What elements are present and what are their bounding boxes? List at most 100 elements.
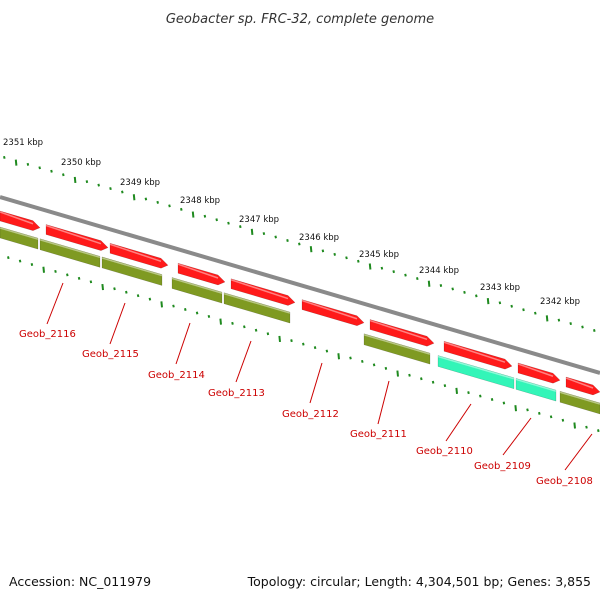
- kbp-label: 2347 kbp: [239, 215, 279, 225]
- minor-tick: [97, 183, 100, 187]
- gene-highlight: [45, 224, 102, 245]
- minor-tick: [227, 221, 230, 225]
- minor-tick: [30, 263, 34, 267]
- major-tick: [309, 246, 313, 253]
- accession-text: Accession: NC_011979: [9, 574, 151, 589]
- minor-tick: [321, 249, 325, 253]
- minor-tick: [50, 169, 53, 173]
- reverse-gene: [363, 333, 431, 365]
- gene-highlight: [230, 279, 289, 300]
- minor-tick: [502, 401, 506, 405]
- gene-highlight: [443, 341, 506, 363]
- minor-tick: [431, 380, 435, 384]
- kbp-scale-labels: 2351 kbp 2350 kbp 2349 kbp 2348 kbp 2347 kbp…: [3, 138, 580, 307]
- major-tick: [73, 176, 77, 184]
- major-tick: [396, 370, 399, 377]
- minor-tick: [66, 273, 69, 277]
- kbp-label: 2342 kbp: [540, 297, 580, 307]
- minor-tick: [254, 328, 258, 332]
- kbp-label: 2344 kbp: [419, 266, 459, 276]
- gene-highlight: [559, 391, 600, 405]
- reverse-gene: [171, 277, 223, 304]
- minor-tick: [443, 384, 447, 388]
- minor-tick: [3, 155, 6, 159]
- kbp-label: 2351 kbp: [3, 138, 43, 148]
- gene-label: Geob_2111: [350, 429, 407, 440]
- minor-tick: [557, 318, 561, 322]
- minor-tick: [243, 325, 246, 329]
- leader-line: [502, 417, 532, 456]
- minor-tick: [231, 321, 234, 325]
- leader-line: [109, 302, 126, 345]
- minor-tick: [345, 256, 348, 260]
- minor-tick: [420, 377, 423, 381]
- minor-tick: [392, 270, 395, 274]
- minor-tick: [26, 162, 30, 166]
- major-tick: [455, 387, 458, 394]
- minor-tick: [498, 301, 502, 305]
- leader-line: [377, 380, 390, 425]
- major-tick: [219, 318, 222, 325]
- minor-tick: [144, 197, 148, 201]
- reverse-strand-genes: [0, 226, 600, 415]
- minor-tick: [490, 398, 494, 401]
- minor-tick: [184, 308, 187, 312]
- kbp-label: 2346 kbp: [299, 233, 339, 243]
- gene-highlight: [437, 355, 515, 380]
- minor-tick: [274, 235, 277, 239]
- major-tick: [486, 297, 490, 305]
- minor-tick: [534, 311, 537, 315]
- minor-tick: [168, 204, 171, 208]
- reverse-gene: [223, 292, 291, 324]
- minor-tick: [561, 418, 565, 422]
- major-tick: [514, 405, 517, 412]
- minor-tick: [7, 256, 10, 260]
- major-tick: [42, 266, 45, 273]
- minor-tick: [522, 308, 525, 312]
- minor-tick: [384, 366, 388, 370]
- minor-tick: [54, 269, 57, 273]
- minor-tick: [38, 166, 41, 170]
- gene-label: Geob_2114: [148, 370, 205, 381]
- major-tick: [160, 301, 163, 308]
- minor-tick: [148, 297, 152, 301]
- map-title: Geobacter sp. FRC-32, complete genome: [166, 12, 434, 27]
- forward-gene: [443, 340, 513, 370]
- leader-line: [175, 322, 191, 365]
- major-tick: [573, 422, 576, 429]
- gene-label: Geob_2113: [208, 388, 265, 399]
- gene-label: Geob_2116: [19, 329, 76, 340]
- minor-tick: [215, 218, 218, 222]
- minor-tick: [77, 276, 81, 280]
- minor-tick: [125, 290, 128, 294]
- minor-tick: [585, 425, 588, 429]
- highlighted-gene: [437, 355, 515, 390]
- major-tick: [191, 211, 195, 218]
- minor-tick: [239, 225, 242, 229]
- gene-label: Geob_2112: [282, 409, 339, 420]
- gene-label: Geob_2109: [474, 461, 531, 472]
- minor-tick: [85, 180, 89, 184]
- minor-tick: [298, 242, 301, 246]
- kbp-label: 2349 kbp: [120, 178, 160, 188]
- gene-label: Geob_2108: [536, 476, 593, 487]
- gene-highlight: [517, 363, 554, 377]
- minor-tick: [569, 322, 572, 326]
- minor-tick: [463, 290, 466, 294]
- minor-tick: [180, 207, 183, 211]
- gene-highlight: [101, 257, 163, 277]
- minor-tick: [349, 356, 352, 360]
- leader-line: [564, 433, 593, 471]
- reverse-gene: [559, 390, 600, 415]
- minor-tick: [416, 277, 419, 281]
- leader-line: [235, 340, 252, 383]
- minor-tick: [172, 304, 175, 308]
- reverse-gene: [0, 226, 39, 250]
- gene-highlight: [515, 378, 557, 392]
- minor-tick: [380, 266, 384, 270]
- major-tick: [132, 194, 136, 201]
- forward-gene: [517, 362, 561, 384]
- minor-tick: [408, 373, 411, 377]
